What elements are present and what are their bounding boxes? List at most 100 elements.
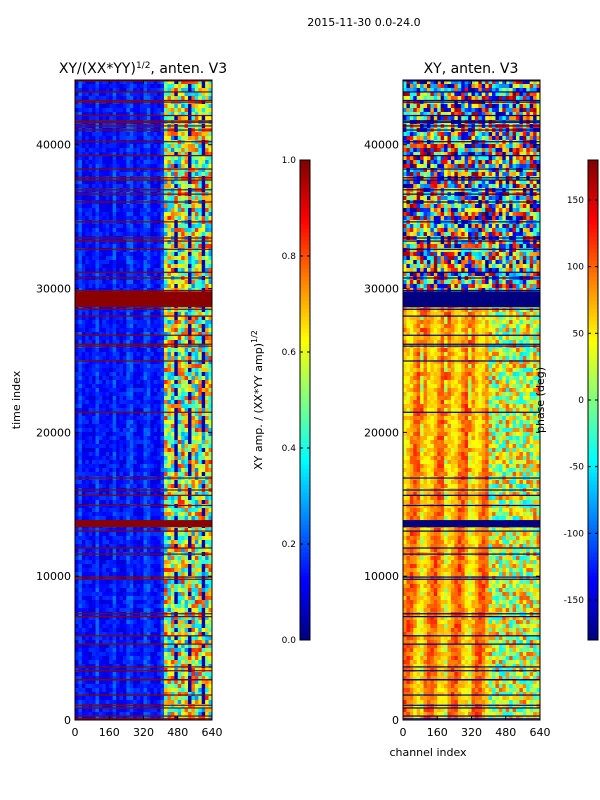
amplitude-cell (191, 460, 196, 465)
amplitude-cell (177, 408, 182, 413)
amplitude-cell (81, 180, 86, 185)
amplitude-cell (208, 568, 213, 573)
amplitude-cell (167, 504, 172, 509)
amplitude-cell (174, 528, 179, 533)
amplitude-cell (129, 332, 134, 337)
amplitude-cell (181, 280, 185, 285)
amplitude-cell (174, 472, 179, 477)
amplitude-cell (112, 572, 117, 577)
amplitude-cell (102, 508, 107, 513)
amplitude-cell (208, 540, 213, 545)
amplitude-cell (208, 428, 213, 433)
amplitude-cell (160, 400, 165, 405)
amplitude-cell (140, 448, 144, 453)
amplitude-cell (75, 172, 79, 177)
amplitude-cell (98, 144, 103, 149)
amplitude-cell (75, 412, 79, 417)
amplitude-cell (102, 252, 107, 257)
amplitude-cell (146, 92, 151, 97)
amplitude-cell (133, 324, 137, 329)
amplitude-cell (164, 532, 168, 537)
amplitude-cell (105, 564, 110, 569)
amplitude-cell (119, 172, 124, 177)
amplitude-cell (78, 504, 83, 509)
amplitude-cell (88, 544, 93, 549)
amplitude-cell (78, 104, 83, 109)
amplitude-cell (153, 112, 158, 117)
amplitude-cell (153, 396, 158, 401)
amplitude-cell (157, 352, 161, 357)
amplitude-cell (164, 500, 168, 505)
amplitude-cell (133, 556, 137, 561)
amplitude-cell (133, 316, 137, 321)
amplitude-cell (198, 104, 203, 109)
amplitude-cell (133, 252, 137, 257)
amplitude-cell (157, 252, 161, 257)
amplitude-cell (205, 532, 209, 537)
amplitude-cell (129, 464, 134, 469)
amplitude-cell (167, 392, 172, 397)
amplitude-cell (198, 452, 203, 457)
amplitude-cell (170, 548, 175, 553)
amplitude-cell (153, 360, 158, 365)
amplitude-cell (157, 464, 161, 469)
amplitude-cell (153, 168, 158, 173)
amplitude-cell (98, 540, 103, 545)
amplitude-cell (140, 108, 144, 113)
amplitude-cell (208, 272, 213, 277)
amplitude-cell (167, 376, 172, 381)
amplitude-cell (92, 492, 96, 497)
amplitude-cell (81, 432, 86, 437)
amplitude-cell (126, 496, 131, 501)
amplitude-cell (157, 452, 161, 457)
amplitude-cell (194, 484, 199, 489)
amplitude-cell (122, 468, 127, 473)
amplitude-cell (177, 392, 182, 397)
amplitude-title-superscript: 1/2 (136, 61, 150, 71)
amplitude-cell (85, 468, 89, 473)
amplitude-cell (146, 460, 151, 465)
amplitude-cell (174, 116, 179, 121)
amplitude-cell (133, 392, 137, 397)
amplitude-cell (136, 136, 141, 141)
amplitude-cell (85, 432, 89, 437)
amplitude-cell (174, 160, 179, 165)
amplitude-cell (164, 432, 168, 437)
amplitude-cell (153, 456, 158, 461)
amplitude-cell (184, 472, 189, 477)
amplitude-cell (95, 368, 100, 373)
amplitude-cell (95, 284, 100, 289)
amplitude-cell (88, 248, 93, 253)
amplitude-cell (170, 396, 175, 401)
amplitude-cell (105, 364, 110, 369)
amplitude-cell (133, 484, 137, 489)
amplitude-cell (174, 456, 179, 461)
amplitude-cell (143, 224, 148, 229)
amplitude-cell (143, 380, 148, 385)
amplitude-cell (208, 168, 213, 173)
amplitude-cell (95, 132, 100, 137)
amplitude-cell (208, 264, 213, 269)
amplitude-cell (119, 540, 124, 545)
amplitude-cell (174, 320, 179, 325)
amplitude-cell (208, 228, 213, 233)
amplitude-cell (198, 244, 203, 249)
amplitude-cell (136, 180, 141, 185)
amplitude-cell (75, 240, 79, 245)
amplitude-title-main: XY/(XX*YY) (59, 61, 136, 77)
amplitude-cell (201, 372, 206, 377)
amplitude-cell (184, 504, 189, 509)
amplitude-cell (112, 340, 117, 345)
amplitude-cell (170, 432, 175, 437)
amplitude-cell (85, 184, 89, 189)
amplitude-cell (205, 248, 209, 253)
amplitude-cell (129, 216, 134, 221)
amplitude-cell (109, 316, 113, 321)
amplitude-cell (116, 116, 120, 121)
amplitude-cell (78, 204, 83, 209)
amplitude-cell (75, 440, 79, 445)
amplitude-cell (198, 412, 203, 417)
amplitude-cell (191, 172, 196, 177)
amplitude-cell (92, 544, 96, 549)
amplitude-cell (140, 372, 144, 377)
